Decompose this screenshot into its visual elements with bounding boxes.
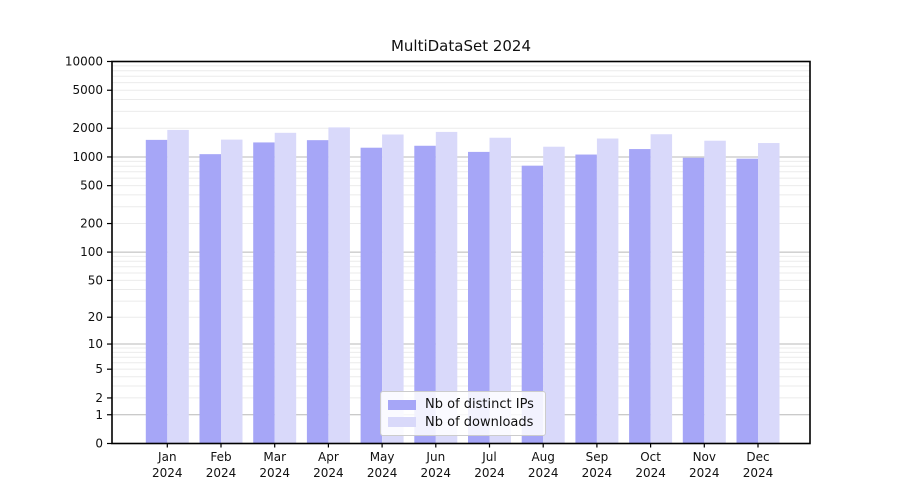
x-tick-label-year: 2024 — [474, 466, 505, 480]
y-tick-label: 2000 — [72, 121, 103, 135]
legend-item-downloads: Nb of downloads — [388, 416, 538, 429]
bar — [736, 158, 758, 444]
x-tick-label-year: 2024 — [259, 466, 290, 480]
x-tick-label-month: Sep — [586, 450, 609, 464]
y-tick-label: 50 — [88, 273, 103, 287]
y-tick-label: 20 — [88, 310, 103, 324]
x-tick-label-year: 2024 — [635, 466, 666, 480]
y-tick-label: 200 — [80, 217, 103, 231]
x-tick-label-month: Jul — [481, 450, 496, 464]
x-tick-label-year: 2024 — [152, 466, 183, 480]
x-tick-label-year: 2024 — [206, 466, 237, 480]
legend-item-distinct-ips: Nb of distinct IPs — [388, 398, 538, 411]
bar — [167, 129, 189, 444]
bar — [435, 131, 458, 444]
y-tick-label: 10 — [88, 337, 103, 351]
chart-title: MultiDataSet 2024 — [390, 37, 532, 55]
bar — [253, 142, 275, 444]
x-tick-label-month: Nov — [693, 450, 716, 464]
bar — [650, 134, 673, 444]
bar — [704, 140, 726, 444]
bar — [489, 137, 511, 444]
bar — [575, 154, 597, 444]
bar — [306, 140, 329, 444]
bar — [682, 157, 705, 444]
x-tick-label-year: 2024 — [313, 466, 344, 480]
x-tick-label-year: 2024 — [689, 466, 720, 480]
x-tick-label-month: Dec — [746, 450, 769, 464]
y-tick-label: 10000 — [65, 54, 103, 68]
y-tick-label: 500 — [80, 179, 103, 193]
bar — [199, 154, 221, 444]
bar — [521, 165, 544, 444]
x-tick-label-year: 2024 — [367, 466, 398, 480]
x-tick-label-month: Aug — [531, 450, 554, 464]
y-tick-label: 2 — [95, 391, 103, 405]
legend-label-distinct-ips: Nb of distinct IPs — [425, 397, 534, 413]
y-tick-label: 5 — [95, 362, 103, 376]
x-tick-label-month: Apr — [318, 450, 339, 464]
x-tick-label-month: Feb — [210, 450, 231, 464]
bar — [274, 132, 297, 444]
y-tick-label: 0 — [95, 437, 103, 451]
bar — [145, 139, 168, 444]
bar — [758, 143, 780, 444]
bar — [543, 146, 565, 444]
x-tick-label-month: Oct — [640, 450, 661, 464]
bar — [629, 149, 651, 444]
bar — [596, 138, 619, 444]
bar — [360, 147, 383, 444]
x-tick-label-month: Mar — [263, 450, 286, 464]
legend-swatch-downloads — [388, 417, 416, 428]
x-tick-label-year: 2024 — [743, 466, 774, 480]
y-tick-label: 1000 — [72, 150, 103, 164]
x-tick-label-month: May — [370, 450, 395, 464]
x-tick-label-month: Jan — [157, 450, 177, 464]
bar — [382, 134, 404, 444]
bar — [414, 145, 436, 444]
y-tick-label: 1 — [95, 408, 103, 422]
bar — [221, 139, 243, 444]
bar — [468, 151, 490, 444]
bar — [328, 127, 350, 444]
y-tick-label: 5000 — [72, 83, 103, 97]
legend: Nb of distinct IPs Nb of downloads — [380, 391, 546, 436]
x-tick-label-month: Jun — [425, 450, 445, 464]
legend-label-downloads: Nb of downloads — [425, 414, 534, 430]
x-tick-label-year: 2024 — [582, 466, 613, 480]
y-tick-label: 100 — [80, 245, 103, 259]
x-tick-label-year: 2024 — [528, 466, 559, 480]
legend-swatch-distinct-ips — [388, 399, 416, 410]
x-tick-label-year: 2024 — [421, 466, 452, 480]
